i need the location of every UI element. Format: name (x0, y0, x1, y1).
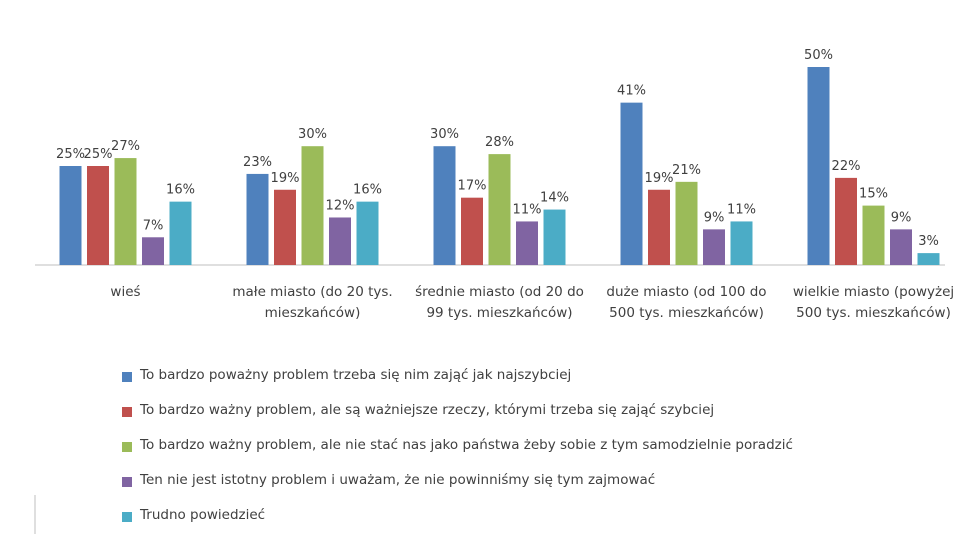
data-label: 27% (111, 139, 140, 154)
data-label: 19% (645, 171, 674, 186)
bar (356, 201, 379, 265)
data-label: 50% (804, 48, 833, 63)
data-label: 11% (513, 202, 542, 217)
legend-swatch (122, 442, 132, 452)
data-label: 22% (832, 159, 861, 174)
legend-label: To bardzo ważny problem, ale nie stać na… (140, 437, 793, 453)
bar (169, 201, 192, 265)
legend-swatch (122, 372, 132, 382)
data-label: 30% (430, 127, 459, 142)
bar (648, 189, 670, 265)
bar (917, 253, 940, 265)
data-label: 14% (540, 191, 569, 206)
data-label: 21% (672, 163, 701, 178)
bar (543, 209, 566, 265)
bar (488, 154, 511, 265)
bar (301, 146, 324, 265)
legend-swatch (122, 512, 132, 522)
data-label: 28% (485, 135, 514, 150)
data-label: 25% (56, 147, 85, 162)
bar (835, 177, 857, 265)
data-label: 25% (84, 147, 113, 162)
data-label: 16% (166, 183, 195, 198)
bar (862, 205, 885, 265)
bar (620, 102, 643, 265)
data-label: 19% (271, 171, 300, 186)
legend-swatch (122, 407, 132, 417)
data-label: 23% (243, 155, 272, 170)
data-label: 12% (326, 198, 355, 213)
data-label: 30% (298, 127, 327, 142)
bar (730, 221, 753, 265)
legend-label: To bardzo ważny problem, ale są ważniejs… (140, 402, 715, 418)
data-label: 9% (704, 210, 725, 225)
bar (675, 181, 698, 265)
data-label: 41% (617, 84, 646, 99)
legend-label: Trudno powiedzieć (140, 507, 266, 523)
bar (329, 217, 351, 265)
bar (516, 221, 538, 265)
x-tick-label: średnie miasto (od 20 do 99 tys. mieszka… (415, 284, 584, 321)
data-label: 11% (727, 202, 756, 217)
bar (87, 166, 109, 265)
bar (59, 166, 82, 265)
x-tick-label: duże miasto (od 100 do 500 tys. mieszkań… (606, 284, 767, 321)
bar (274, 189, 296, 265)
legend-label: To bardzo poważny problem trzeba się nim… (140, 367, 572, 383)
data-label: 15% (859, 187, 888, 202)
bar (433, 146, 456, 265)
data-label: 16% (353, 183, 382, 198)
data-label: 17% (458, 179, 487, 194)
x-tick-label: wielkie miasto (powyżej 500 tys. mieszka… (792, 284, 954, 321)
bar (703, 229, 725, 265)
bar (807, 67, 830, 265)
data-label: 3% (918, 234, 939, 249)
data-label: 9% (891, 210, 912, 225)
bar (890, 229, 912, 265)
bar (461, 197, 483, 265)
x-tick-label: małe miasto (do 20 tys. mieszkańców) (232, 284, 393, 321)
x-tick-label: wieś (110, 284, 141, 300)
bar (142, 237, 164, 265)
data-label: 7% (143, 218, 164, 233)
bar (246, 173, 269, 265)
legend-swatch (122, 477, 132, 487)
legend-label: Ten nie jest istotny problem i uważam, ż… (140, 472, 656, 488)
bar (114, 158, 137, 265)
